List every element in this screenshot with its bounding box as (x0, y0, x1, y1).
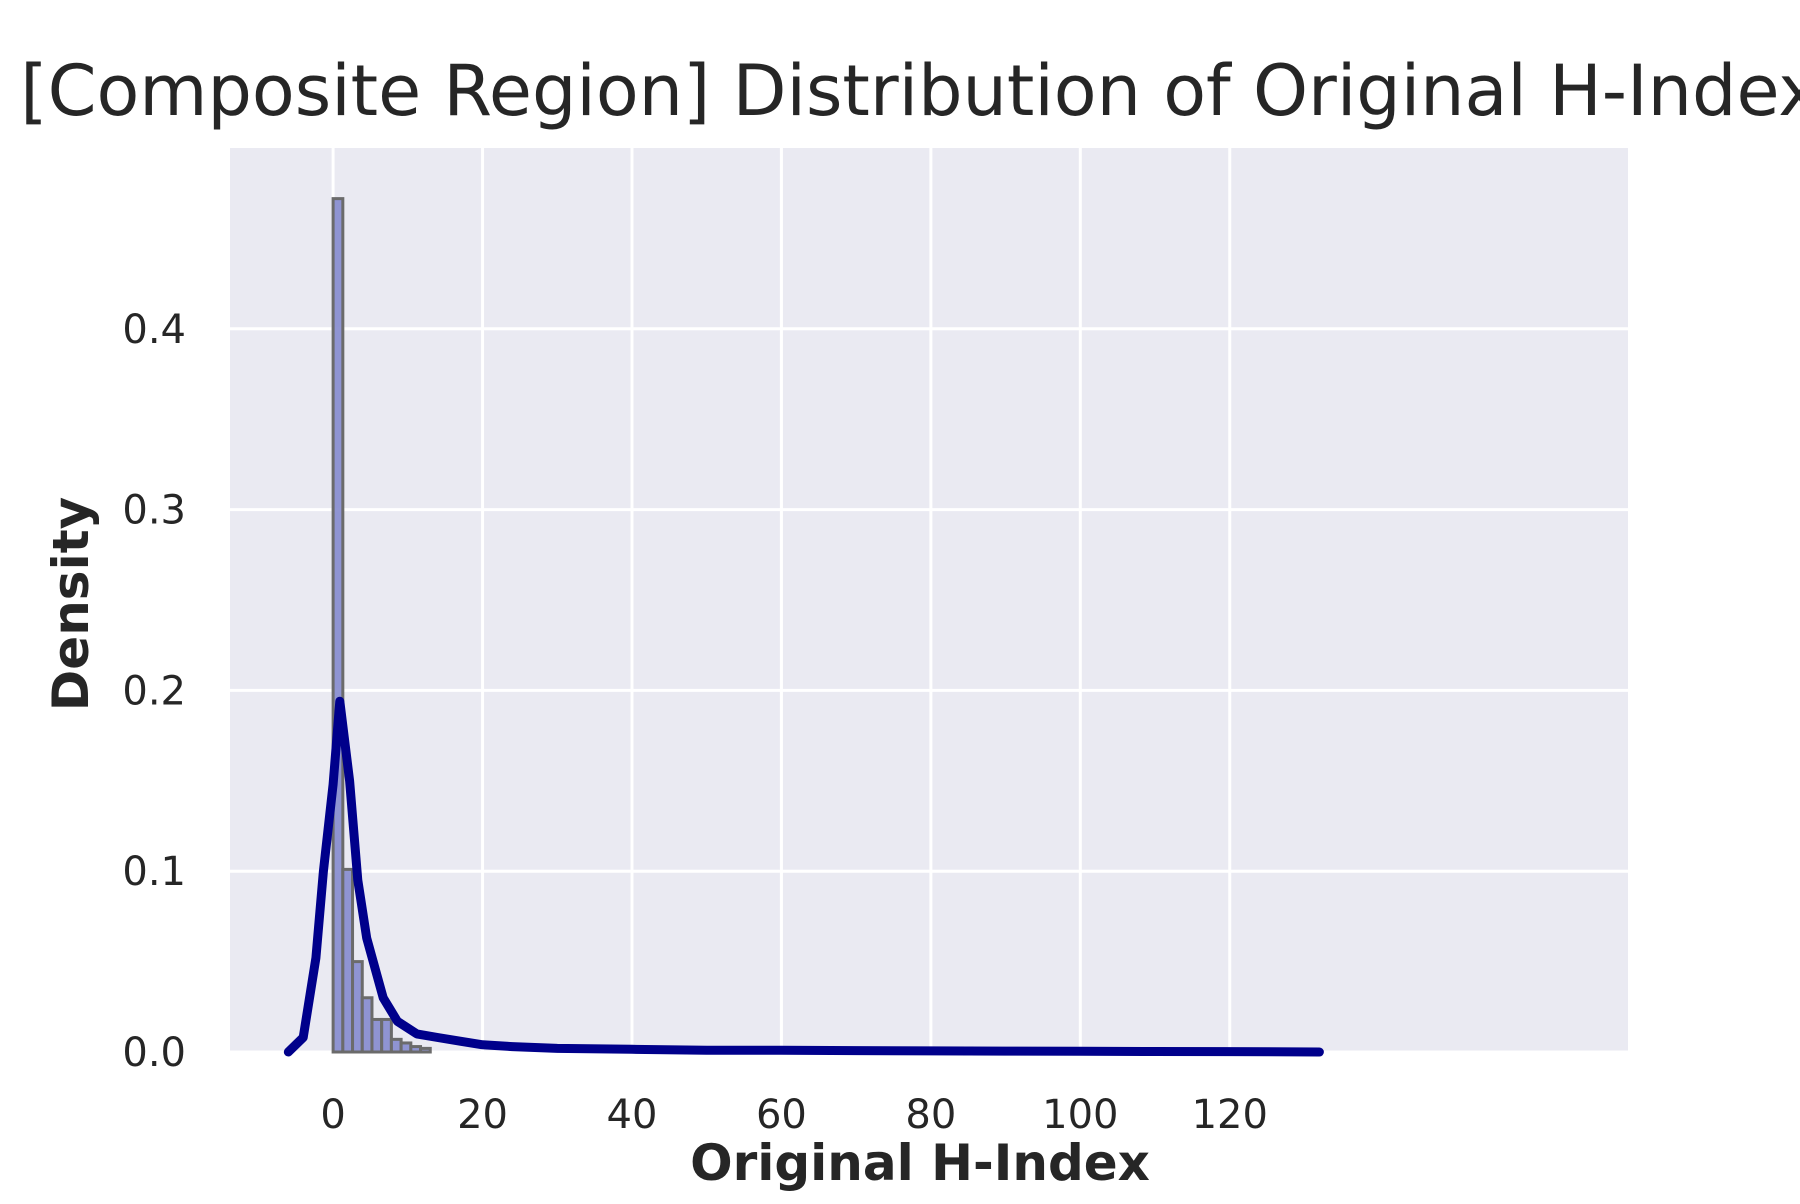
histogram-bars (331, 197, 432, 1054)
chart-title: [Composite Region] Distribution of Origi… (20, 50, 1800, 132)
x-tick-label: 100 (1042, 1092, 1118, 1138)
x-tick-label: 120 (1192, 1092, 1268, 1138)
x-tick-label: 20 (457, 1092, 508, 1138)
kde-line (283, 696, 1324, 1057)
x-tick-label: 0 (320, 1092, 345, 1138)
y-tick-label: 0.0 (122, 1030, 186, 1076)
x-tick-label: 40 (607, 1092, 658, 1138)
y-tick-label: 0.1 (122, 849, 186, 895)
y-tick-label: 0.3 (122, 488, 186, 534)
plot-area: 0 20 40 60 80 100 120 0.0 0.1 0.2 0.3 0.4 (122, 148, 1628, 1138)
y-tick-label: 0.4 (122, 307, 186, 353)
histogram-bar (419, 1046, 432, 1054)
y-axis-label: Density (42, 497, 100, 711)
gridlines (230, 148, 1628, 1054)
histogram-bar (380, 1017, 393, 1054)
x-axis-label: Original H-Index (690, 1134, 1150, 1192)
y-tick-label: 0.2 (122, 668, 186, 714)
plot-background (230, 148, 1628, 1052)
x-tick-label: 60 (756, 1092, 807, 1138)
x-tick-label: 80 (905, 1092, 956, 1138)
histogram-bar (331, 197, 345, 1054)
